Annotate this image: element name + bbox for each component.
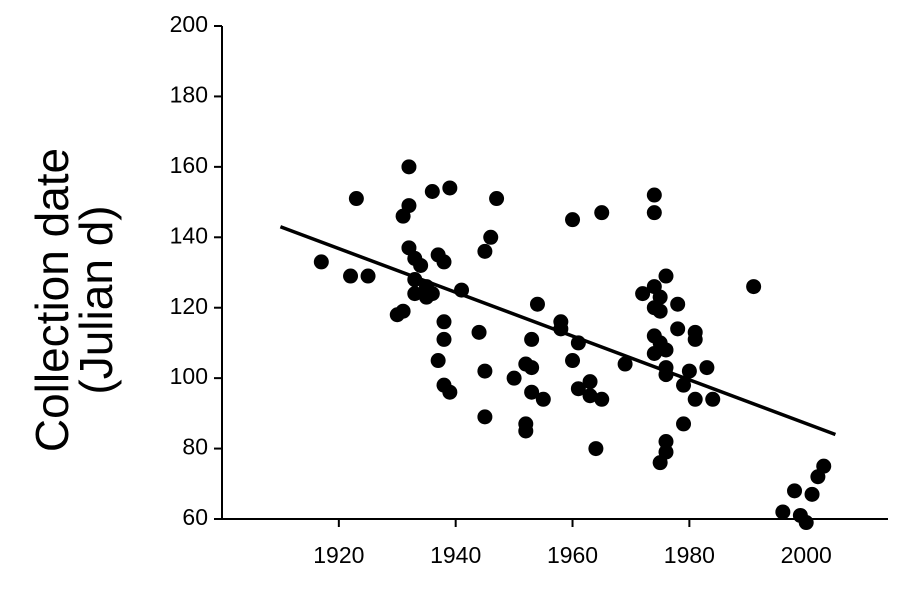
point xyxy=(477,409,493,425)
point xyxy=(594,205,610,221)
point xyxy=(582,388,598,404)
point xyxy=(746,279,762,295)
point xyxy=(594,391,610,407)
point xyxy=(360,268,376,284)
y-tick-label: 80 xyxy=(182,434,208,460)
point xyxy=(652,303,668,319)
point xyxy=(658,268,674,284)
y-tick-label: 120 xyxy=(170,293,208,319)
point xyxy=(489,191,505,207)
point xyxy=(670,321,686,337)
y-tick-label: 100 xyxy=(170,363,208,389)
point xyxy=(506,370,522,386)
point xyxy=(436,314,452,330)
point xyxy=(676,416,692,432)
point xyxy=(343,268,359,284)
point xyxy=(699,360,715,376)
point xyxy=(401,159,417,175)
point xyxy=(687,391,703,407)
point xyxy=(524,384,540,400)
y-tick-label: 180 xyxy=(170,82,208,108)
point xyxy=(413,257,429,273)
point xyxy=(798,515,814,531)
point xyxy=(816,458,832,474)
point xyxy=(681,363,697,379)
point xyxy=(565,353,581,369)
point xyxy=(407,286,423,302)
point xyxy=(471,324,487,340)
y-axis-label: (Julian d) xyxy=(70,205,122,394)
trend-line xyxy=(279,225,837,437)
point xyxy=(477,363,493,379)
point xyxy=(658,444,674,460)
y-tick-label: 140 xyxy=(170,222,208,248)
point xyxy=(670,296,686,312)
y-axis-label: Collection date xyxy=(26,148,78,452)
point xyxy=(401,198,417,214)
point xyxy=(804,486,820,502)
point xyxy=(313,254,329,270)
point xyxy=(787,483,803,499)
point xyxy=(524,360,540,376)
point xyxy=(395,303,411,319)
point xyxy=(424,184,440,200)
point xyxy=(483,229,499,245)
y-tick-label: 200 xyxy=(170,11,208,37)
point xyxy=(436,331,452,347)
point xyxy=(535,391,551,407)
x-tick-label: 1940 xyxy=(430,542,481,568)
point xyxy=(652,289,668,305)
point xyxy=(442,384,458,400)
x-tick-label: 1980 xyxy=(664,542,715,568)
point xyxy=(687,331,703,347)
point xyxy=(477,243,493,259)
x-tick-label: 1960 xyxy=(547,542,598,568)
point xyxy=(635,286,651,302)
x-tick-label: 1920 xyxy=(313,542,364,568)
point xyxy=(775,504,791,520)
y-tick-label: 160 xyxy=(170,152,208,178)
point xyxy=(658,434,674,450)
point xyxy=(524,331,540,347)
point xyxy=(565,212,581,228)
point xyxy=(570,381,586,397)
point xyxy=(430,353,446,369)
point xyxy=(582,374,598,390)
point xyxy=(348,191,364,207)
point xyxy=(617,356,633,372)
point xyxy=(646,205,662,221)
point xyxy=(705,391,721,407)
y-tick-label: 60 xyxy=(182,504,208,530)
point xyxy=(658,342,674,358)
point xyxy=(588,441,604,457)
point xyxy=(442,180,458,196)
point xyxy=(646,187,662,203)
point xyxy=(518,423,534,439)
point xyxy=(424,286,440,302)
point xyxy=(529,296,545,312)
point xyxy=(676,377,692,393)
point xyxy=(436,254,452,270)
x-tick-label: 2000 xyxy=(781,542,832,568)
